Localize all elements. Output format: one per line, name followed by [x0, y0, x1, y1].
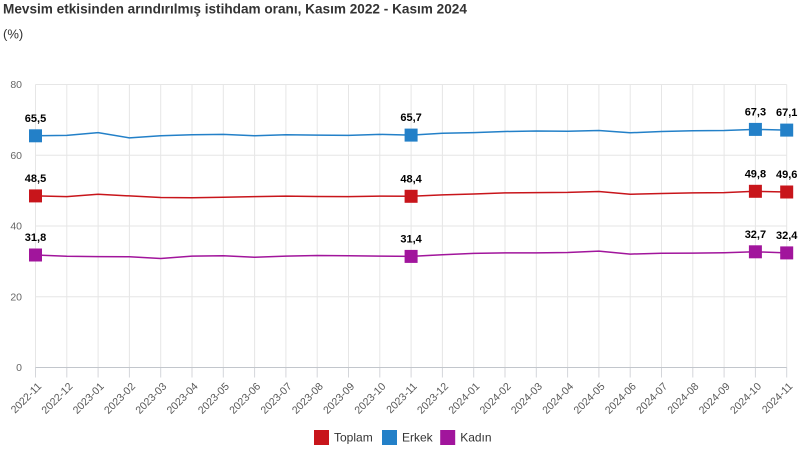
svg-text:32,4: 32,4 — [776, 230, 798, 242]
svg-text:40: 40 — [10, 221, 22, 233]
svg-text:31,4: 31,4 — [400, 233, 422, 245]
svg-text:49,6: 49,6 — [776, 169, 797, 181]
svg-text:49,8: 49,8 — [745, 168, 766, 180]
svg-text:48,4: 48,4 — [400, 173, 422, 185]
svg-text:Kadın: Kadın — [460, 431, 491, 445]
svg-text:32,7: 32,7 — [745, 229, 766, 241]
svg-text:Toplam: Toplam — [334, 431, 373, 445]
svg-text:31,8: 31,8 — [25, 232, 46, 244]
svg-text:48,5: 48,5 — [25, 173, 46, 185]
svg-text:0: 0 — [16, 362, 22, 374]
svg-text:Erkek: Erkek — [402, 431, 434, 445]
svg-text:60: 60 — [10, 150, 22, 162]
svg-text:67,3: 67,3 — [745, 106, 766, 118]
svg-text:80: 80 — [10, 79, 22, 91]
svg-text:65,7: 65,7 — [400, 112, 421, 124]
svg-text:Mevsim etkisinden arındırılmış: Mevsim etkisinden arındırılmış istihdam … — [3, 2, 467, 17]
svg-text:67,1: 67,1 — [776, 107, 797, 119]
svg-text:20: 20 — [10, 291, 22, 303]
svg-text:65,5: 65,5 — [25, 113, 46, 125]
svg-text:(%): (%) — [3, 27, 23, 42]
